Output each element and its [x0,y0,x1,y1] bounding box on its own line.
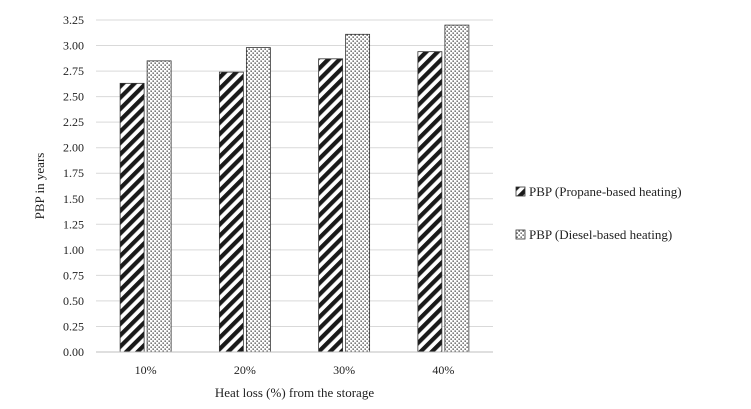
x-tick-label: 20% [234,363,256,377]
bars [119,24,470,353]
y-tick-label: 3.00 [63,39,84,53]
legend-label: PBP (Propane-based heating) [529,184,682,199]
x-axis-title: Heat loss (%) from the storage [215,385,374,400]
y-tick-label: 0.50 [63,294,84,308]
legend: PBP (Propane-based heating) PBP (Diesel-b… [515,184,682,242]
bar-propane [218,71,244,353]
y-tick-label: 0.75 [63,268,84,282]
bar-diesel [245,47,271,353]
y-tick-label: 2.75 [63,64,84,78]
y-tick-label: 2.00 [63,141,84,155]
y-tick-label: 0.25 [63,319,84,333]
legend-label: PBP (Diesel-based heating) [529,227,672,242]
y-tick-label: 1.50 [63,192,84,206]
bar-propane [417,51,443,353]
y-tick-label: 0.00 [63,345,84,359]
y-axis-title: PBP in years [32,153,47,220]
y-tick-label: 3.25 [63,13,84,27]
y-tick-label: 2.50 [63,90,84,104]
y-tick-label: 1.00 [63,243,84,257]
x-tick-label: 30% [333,363,355,377]
bar-propane [119,82,145,353]
x-tick-label: 40% [432,363,454,377]
y-tick-label: 2.25 [63,115,84,129]
y-tick-label: 1.75 [63,166,84,180]
y-tick-label: 1.25 [63,217,84,231]
legend-swatch-propane [515,186,526,197]
x-axis-tick-labels: 10% 20% 30% 40% [135,363,455,377]
bar-diesel [345,33,371,353]
y-axis-tick-labels: 0.00 0.25 0.50 0.75 1.00 1.25 1.50 1.75 2.00 2.25… [63,13,84,359]
x-tick-label: 10% [135,363,157,377]
bar-diesel [146,60,172,353]
bar-propane [318,58,344,353]
bar-diesel [444,24,470,353]
legend-swatch-diesel [515,229,526,240]
